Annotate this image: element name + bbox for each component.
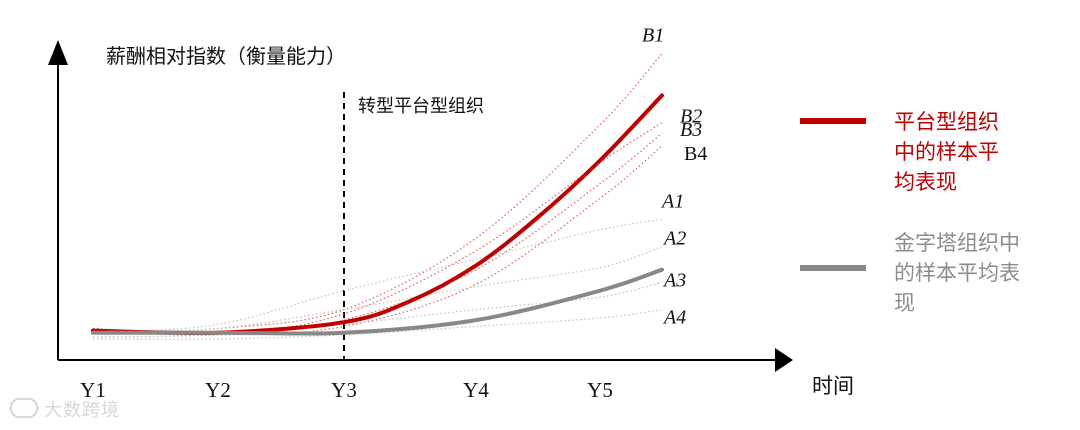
x-axis-title: 时间 — [812, 374, 854, 398]
x-tick-label: Y3 — [331, 378, 357, 402]
series-label-b3: B3 — [680, 119, 702, 141]
series-label-b4: B4 — [684, 143, 707, 165]
series-label-a3: A3 — [662, 269, 686, 291]
legend-pyramid-label: 金字塔组织中 的样本平均表 现 — [894, 231, 1020, 315]
sample-line-b2 — [92, 122, 663, 336]
sample-line-b3 — [92, 132, 663, 335]
watermark-logo-icon — [10, 398, 38, 418]
x-tick-label: Y2 — [205, 378, 231, 402]
transition-label: 转型平台型组织 — [358, 96, 484, 117]
sample-line-b4 — [92, 145, 663, 336]
series-label-b2: B2 — [680, 106, 702, 128]
x-tick-label: Y1 — [80, 378, 106, 402]
watermark: 大数跨境 — [10, 396, 120, 422]
series-lines — [91, 53, 664, 340]
sample-line-a3 — [92, 281, 663, 338]
y-axis-arrow-icon — [48, 40, 68, 65]
series-label-b1: B1 — [642, 24, 664, 46]
y-axis-title: 薪酬相对指数（衡量能力） — [106, 44, 346, 68]
series-label-a1: A1 — [660, 190, 684, 212]
x-tick-label: Y4 — [463, 378, 489, 402]
x-axis-arrow-icon — [775, 348, 793, 372]
sample-line-a2 — [92, 246, 663, 334]
pyramid-average-line — [91, 267, 664, 336]
legend-platform-label: 平台型组织 中的样本平 均表现 — [894, 110, 999, 194]
watermark-text: 大数跨境 — [44, 400, 120, 421]
sample-line-a1 — [92, 218, 663, 334]
axes — [48, 40, 793, 372]
x-tick-label: Y5 — [587, 378, 613, 402]
series-label-a2: A2 — [662, 228, 686, 250]
series-label-a4: A4 — [662, 307, 686, 329]
